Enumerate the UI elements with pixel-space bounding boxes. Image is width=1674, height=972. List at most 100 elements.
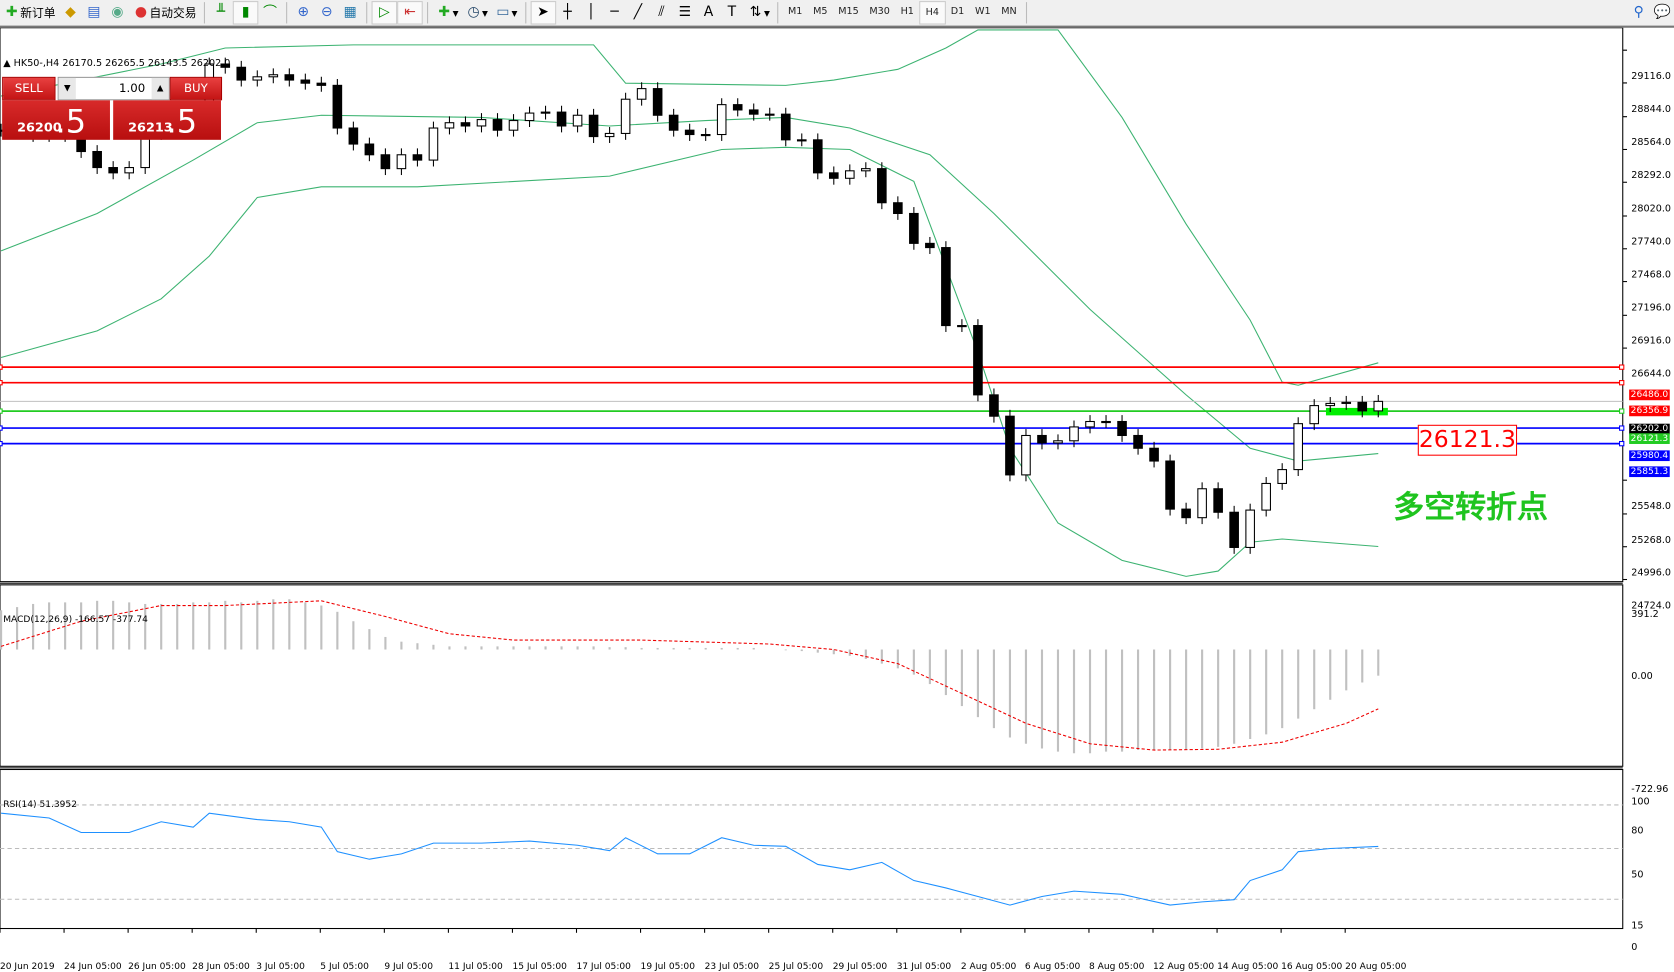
timeframe-mn[interactable]: MN — [1001, 6, 1017, 18]
templates-button[interactable]: ▭ ▾ — [496, 4, 518, 21]
time-axis-label: 8 Aug 05:00 — [1088, 961, 1145, 972]
new-order-button[interactable]: ✚ 新订单 — [0, 2, 59, 23]
lot-size-input[interactable]: 1.00 — [119, 81, 146, 95]
candle — [973, 325, 983, 396]
candle — [1149, 447, 1159, 462]
macd-axis-label: 391.2 — [1631, 609, 1659, 621]
periods-icon: ◷ — [467, 4, 480, 21]
zoom-in-button[interactable]: ⊕ — [291, 2, 314, 23]
market-watch-button[interactable]: ◆ — [59, 2, 82, 23]
periods-button[interactable]: ◷ ▾ — [462, 2, 491, 23]
auto-scroll-icon: ▷ — [378, 4, 390, 21]
chart-info: ▲ HK50-,H4 26170.5 26265.5 26143.5 26202… — [3, 59, 230, 70]
candle — [1197, 488, 1207, 519]
divider — [427, 2, 429, 24]
bollinger-middle-band — [0, 114, 1379, 462]
candle — [1037, 434, 1047, 444]
chart-shift-icon: ⇤ — [404, 4, 416, 21]
fibonacci-button[interactable]: ☰ — [673, 2, 696, 23]
candle — [925, 242, 935, 249]
equidistant-channel-icon: ⫽ — [658, 4, 665, 21]
candle — [92, 150, 102, 169]
timeframe-d1[interactable]: D1 — [950, 6, 965, 18]
decrease-lot-button[interactable]: ▼ — [58, 77, 76, 100]
candle — [877, 168, 887, 204]
candle — [989, 394, 999, 417]
trendline-button[interactable]: ╱ — [626, 2, 649, 23]
macd-signal-line — [0, 600, 1379, 751]
candle — [604, 132, 615, 138]
search-button[interactable]: ⚲ — [1627, 2, 1650, 23]
line-chart-button[interactable]: ⌒ — [258, 2, 281, 23]
horizontal-line-button[interactable]: ─ — [603, 2, 626, 23]
candle — [957, 325, 967, 328]
navigator-button[interactable]: ▤ — [82, 2, 105, 23]
price-axis-label: 25548.0 — [1631, 501, 1672, 513]
arrows-button[interactable]: ⇅ ▾ — [744, 2, 773, 23]
timeframe-m15[interactable]: M15 — [838, 6, 859, 18]
text-label-icon: T — [727, 4, 737, 21]
indicators-button[interactable]: ✚ ▾ — [432, 2, 461, 23]
time-axis-label: 6 Aug 05:00 — [1024, 961, 1081, 972]
timeframe-w1[interactable]: W1 — [974, 6, 991, 18]
candle — [909, 212, 919, 244]
price-axis-label: 24724.0 — [1631, 600, 1672, 612]
zoom-out-button[interactable]: ⊖ — [315, 2, 338, 23]
buy-price[interactable]: 26213.5 — [113, 100, 221, 140]
auto-trading-button[interactable]: ● 自动交易 — [129, 2, 199, 23]
rsi-axis-label: 100 — [1631, 797, 1650, 808]
text-button[interactable]: A — [697, 2, 720, 23]
increase-lot-button[interactable]: ▲ — [151, 77, 169, 100]
time-axis-label: 2 Aug 05:00 — [960, 961, 1017, 972]
price-tag-pivot: 26121.3 — [1629, 433, 1670, 445]
timeframe-m30[interactable]: M30 — [869, 6, 890, 18]
auto-scroll-button[interactable]: ▷ — [371, 1, 398, 25]
vertical-line-button[interactable]: │ — [579, 2, 602, 23]
line-handle — [0, 364, 3, 370]
candle — [893, 202, 903, 215]
signals-button[interactable]: ◉ — [106, 2, 129, 23]
time-axis-label: 23 Jul 05:00 — [704, 961, 760, 972]
price-axis-label: 26916.0 — [1631, 336, 1672, 348]
chart-window[interactable]: ▲ HK50-,H4 26170.5 26265.5 26143.5 26202… — [0, 27, 1674, 972]
collapse-icon[interactable]: ▲ — [3, 58, 14, 70]
line-handle — [0, 425, 3, 431]
timeframe-m5[interactable]: M5 — [813, 6, 828, 18]
candle — [1021, 434, 1031, 476]
timeframe-h4[interactable]: H4 — [919, 1, 946, 25]
bar-chart-button[interactable]: ╨ — [209, 2, 232, 23]
sell-price[interactable]: 26200.5 — [2, 100, 110, 140]
lot-size-stepper[interactable]: ▼ 1.00 ▲ — [57, 76, 170, 101]
price-axis-label: 24996.0 — [1631, 568, 1672, 579]
candlestick-button[interactable]: ▮ — [232, 1, 259, 25]
chat-button[interactable]: 💬 — [1651, 2, 1674, 23]
tile-windows-button[interactable]: ▦ — [338, 2, 361, 23]
cursor-button[interactable]: ➤ — [530, 1, 556, 25]
text-label-button[interactable]: T — [720, 2, 743, 23]
crosshair-button[interactable]: ┼ — [556, 2, 579, 23]
chart-shift-button[interactable]: ⇤ — [397, 1, 423, 25]
vertical-line-icon: │ — [586, 4, 596, 21]
divider — [524, 2, 526, 24]
tile-windows-icon: ▦ — [343, 4, 357, 21]
timeframe-m1[interactable]: M1 — [788, 6, 803, 18]
candle — [1261, 482, 1271, 511]
sell-button[interactable]: SELL — [2, 76, 56, 101]
buy-button[interactable]: BUY — [169, 76, 223, 101]
line-handle — [1619, 440, 1625, 447]
indicators-icon: ✚ — [438, 4, 450, 21]
candle — [524, 112, 535, 122]
candle — [508, 120, 519, 131]
market-watch-icon: ◆ — [65, 4, 76, 21]
divider — [777, 2, 779, 24]
equidistant-channel-button[interactable]: ⫽ — [650, 2, 673, 23]
chart-canvas[interactable] — [0, 27, 1674, 952]
timeframe-h1[interactable]: H1 — [900, 6, 914, 18]
bollinger-lower-band — [0, 146, 1379, 577]
rsi-axis-label: 80 — [1631, 826, 1644, 837]
chat-icon: 💬 — [1653, 4, 1671, 21]
candle — [780, 113, 791, 141]
candle — [268, 74, 279, 78]
price-tag-support: 25980.4 — [1629, 450, 1670, 462]
candle — [460, 122, 471, 127]
